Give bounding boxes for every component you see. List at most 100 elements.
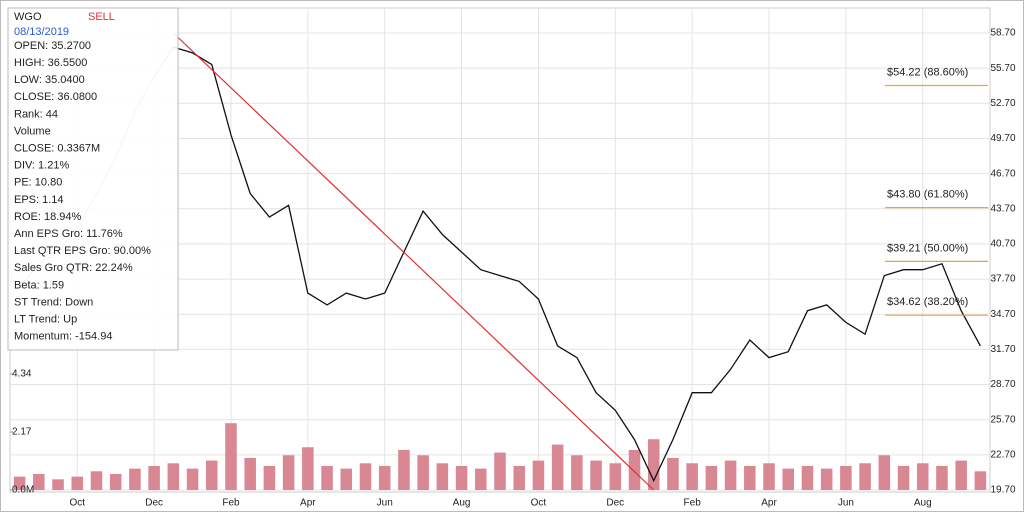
volume-bar xyxy=(647,439,660,490)
volume-bar xyxy=(52,479,64,490)
volume-bar xyxy=(628,449,641,490)
x-tick-label: Oct xyxy=(69,498,85,509)
info-line: PE: 10.80 xyxy=(14,177,62,189)
volume-bar xyxy=(878,455,891,490)
volume-bar xyxy=(71,476,84,490)
volume-bar xyxy=(705,465,718,490)
info-line: Sales Gro QTR: 22.24% xyxy=(14,262,133,274)
info-lines: OPEN: 35.2700 HIGH: 36.5500 LOW: 35.0400 CL… xyxy=(14,40,151,343)
y-tick-label: 28.70 xyxy=(990,379,1015,390)
fib-label: $54.22 (88.60%) xyxy=(887,66,968,78)
info-line: Beta: 1.59 xyxy=(14,279,64,291)
volume-bar xyxy=(840,465,852,490)
x-tick-label: Aug xyxy=(914,498,932,509)
fib-label: $34.62 (38.20%) xyxy=(887,296,968,308)
volume-bar xyxy=(455,465,468,490)
y-tick-label: 25.70 xyxy=(990,414,1015,425)
y-tick-label: 52.70 xyxy=(990,98,1015,109)
volume-bar xyxy=(206,460,218,490)
volume-bar xyxy=(33,473,45,490)
x-tick-label: Dec xyxy=(606,498,624,509)
volume-bar xyxy=(302,447,314,490)
info-line: Last QTR EPS Gro: 90.00% xyxy=(14,245,151,257)
volume-bar xyxy=(225,423,237,490)
volume-tick-label: 2.17 xyxy=(12,427,32,438)
x-tick-label: Apr xyxy=(300,498,316,509)
volume-bar xyxy=(475,468,487,490)
volume-bar xyxy=(782,468,794,490)
info-line: LOW: 35.0400 xyxy=(14,74,85,86)
volume-bar xyxy=(321,465,333,490)
volume-bar xyxy=(955,460,967,490)
info-line: CLOSE: 36.0800 xyxy=(14,91,97,103)
volume-bar xyxy=(609,463,622,490)
x-tick-label: Oct xyxy=(531,498,547,509)
volume-bar xyxy=(936,465,948,490)
volume-bar xyxy=(129,468,141,490)
info-line: Momentum: -154.94 xyxy=(14,331,112,343)
volume-bar xyxy=(763,463,775,490)
volume-bar xyxy=(532,460,545,490)
volume-bar xyxy=(263,465,276,490)
info-line: LT Trend: Up xyxy=(14,314,77,326)
y-tick-label: 34.70 xyxy=(990,309,1015,320)
volume-bar xyxy=(820,468,833,490)
volume-tick-label: 0.0M xyxy=(12,485,34,496)
x-tick-label: Jun xyxy=(838,498,854,509)
x-tick-label: Aug xyxy=(453,498,471,509)
volume-bar xyxy=(186,468,199,490)
volume-bar xyxy=(378,465,391,490)
y-tick-label: 37.70 xyxy=(990,274,1015,285)
info-line: DIV: 1.21% xyxy=(14,160,69,172)
y-tick-label: 46.70 xyxy=(990,168,1015,179)
info-line: EPS: 1.14 xyxy=(14,194,64,206)
volume-bar xyxy=(974,471,987,490)
info-line: ROE: 18.94% xyxy=(14,211,81,223)
x-tick-label: Apr xyxy=(761,498,777,509)
fib-label: $43.80 (61.80%) xyxy=(887,189,968,201)
y-tick-label: 49.70 xyxy=(990,133,1015,144)
volume-bar xyxy=(90,471,103,490)
marks: $54.22 (88.60%) $43.80 (61.80%) $39.21 (50… xyxy=(13,32,988,491)
date: 08/13/2019 xyxy=(14,26,69,38)
volume-bar xyxy=(667,457,679,490)
ticker: WGO xyxy=(14,11,42,23)
volume-bar xyxy=(801,465,814,490)
volume-bar xyxy=(859,463,871,490)
volume-bar xyxy=(916,463,929,490)
info-line: OPEN: 35.2700 xyxy=(14,40,91,52)
x-tick-label: Feb xyxy=(222,498,240,509)
volume-bar xyxy=(744,465,756,490)
volume-tick-label: 4.34 xyxy=(12,369,32,380)
info-line: CLOSE: 0.3367M xyxy=(14,143,100,155)
info-line: HIGH: 36.5500 xyxy=(14,57,87,69)
y-tick-label: 19.70 xyxy=(990,485,1015,496)
y-tick-label: 31.70 xyxy=(990,344,1015,355)
info-line: ST Trend: Down xyxy=(14,296,93,308)
x-tick-label: Feb xyxy=(684,498,702,509)
x-tick-label: Jun xyxy=(377,498,393,509)
volume-bar xyxy=(398,449,410,490)
volume-bar xyxy=(417,455,429,490)
price-line xyxy=(173,46,981,483)
trend-line xyxy=(172,32,655,491)
volume-bar xyxy=(724,460,737,490)
info-line: Ann EPS Gro: 11.76% xyxy=(14,228,123,240)
volume-bar xyxy=(359,463,372,490)
info-box: WGO SELL 08/13/2019 OPEN: 35.2700 HIGH: 3… xyxy=(7,7,179,351)
volume-bar xyxy=(551,444,564,490)
volume-bar xyxy=(494,452,506,490)
volume-bar xyxy=(897,465,910,490)
x-tick-label: Dec xyxy=(145,498,163,509)
volume-bar xyxy=(340,468,353,490)
info-line: Volume xyxy=(14,125,51,137)
fib-label: $39.21 (50.00%) xyxy=(887,242,968,254)
volume-bar xyxy=(109,473,122,490)
y-tick-label: 22.70 xyxy=(990,449,1015,460)
volume-bar xyxy=(148,465,160,490)
info-line: Rank: 44 xyxy=(14,108,58,120)
signal: SELL xyxy=(88,11,115,23)
volume-bar xyxy=(244,457,256,490)
